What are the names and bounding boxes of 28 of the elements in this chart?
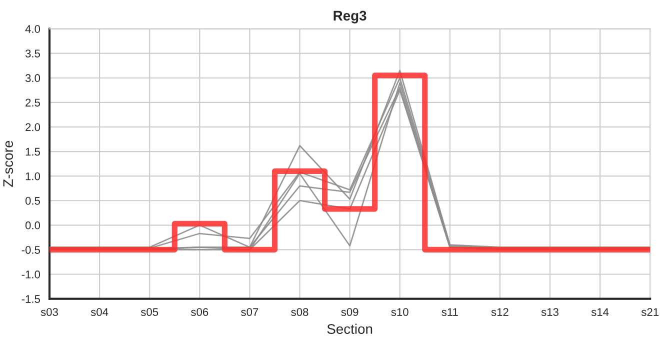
x-tick-label: s12 [491,308,508,316]
y-tick-label: -1.0 [22,270,40,278]
x-tick-label: s21 [641,308,659,316]
x-tick-label: s04 [90,308,108,316]
y-tick-label: -0.5 [22,246,40,254]
y-tick-label: 1.0 [26,172,40,180]
x-tick-label: s09 [341,308,358,316]
y-tick-label: 1.5 [26,148,40,156]
x-tick-label: s08 [291,308,308,316]
y-tick-label: 0.5 [25,196,40,205]
x-tick-label: s07 [241,308,258,316]
x-tick-label: s14 [591,308,609,316]
x-tick-label: s11 [442,308,458,316]
y-tick-label: 2.0 [26,123,40,132]
x-axis-title: Section [327,324,372,334]
y-tick-label: 3.0 [25,74,40,82]
y-tick-label: 0.0 [25,221,40,230]
x-tick-label: s06 [191,308,208,316]
y-tick-label: 3.5 [25,50,40,58]
y-tick-label: 4.0 [25,25,40,33]
y-tick-label: 2.5 [26,98,40,107]
x-tick-label: s05 [140,308,158,316]
x-tick-label: s03 [40,308,58,316]
chart-title: Reg3 [334,10,366,24]
y-axis-title: Z-score [3,140,14,187]
y-tick-label: -1.5 [22,295,40,303]
x-tick-label: s13 [541,308,558,316]
x-tick-label: s10 [391,308,408,316]
